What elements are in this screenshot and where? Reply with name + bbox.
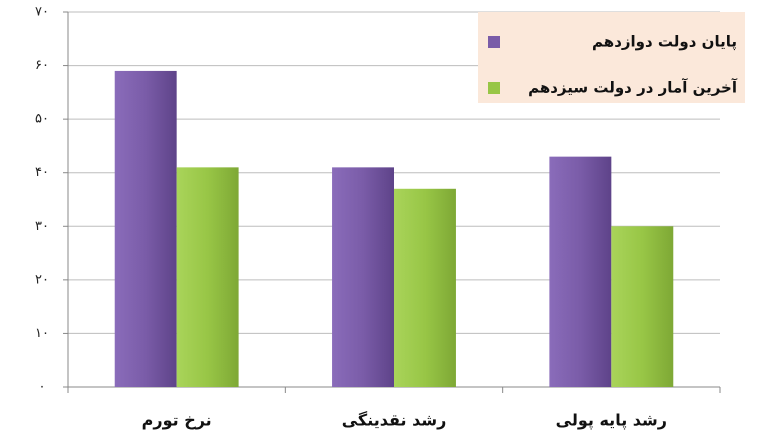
x-tick-label: نرخ تورم bbox=[142, 411, 212, 430]
legend-label: آخرین آمار در دولت سیزدهم bbox=[528, 79, 738, 97]
y-tick-label: ۲۰ bbox=[35, 272, 49, 287]
bar bbox=[114, 70, 177, 387]
bar bbox=[176, 167, 239, 387]
y-tick-label: ۱۰ bbox=[35, 326, 49, 341]
y-tick-label: ۷۰ bbox=[35, 5, 49, 20]
y-tick-label: ۶۰ bbox=[35, 58, 49, 73]
bar bbox=[332, 167, 394, 387]
x-tick-label: رشد نقدینگی bbox=[342, 411, 447, 430]
bar bbox=[549, 156, 612, 387]
legend-label: پایان دولت دوازدهم bbox=[592, 33, 737, 52]
legend-swatch bbox=[488, 82, 500, 94]
y-tick-label: ۴۰ bbox=[35, 165, 49, 180]
y-tick-label: ۳۰ bbox=[35, 219, 49, 234]
bar bbox=[394, 188, 456, 387]
bar bbox=[611, 226, 674, 387]
x-tick-label: رشد پایه پولی bbox=[556, 411, 667, 431]
y-tick-label: ۵۰ bbox=[35, 112, 49, 127]
legend-swatch bbox=[488, 36, 500, 48]
legend-box bbox=[478, 12, 745, 103]
y-tick-label: ۰ bbox=[39, 380, 46, 395]
